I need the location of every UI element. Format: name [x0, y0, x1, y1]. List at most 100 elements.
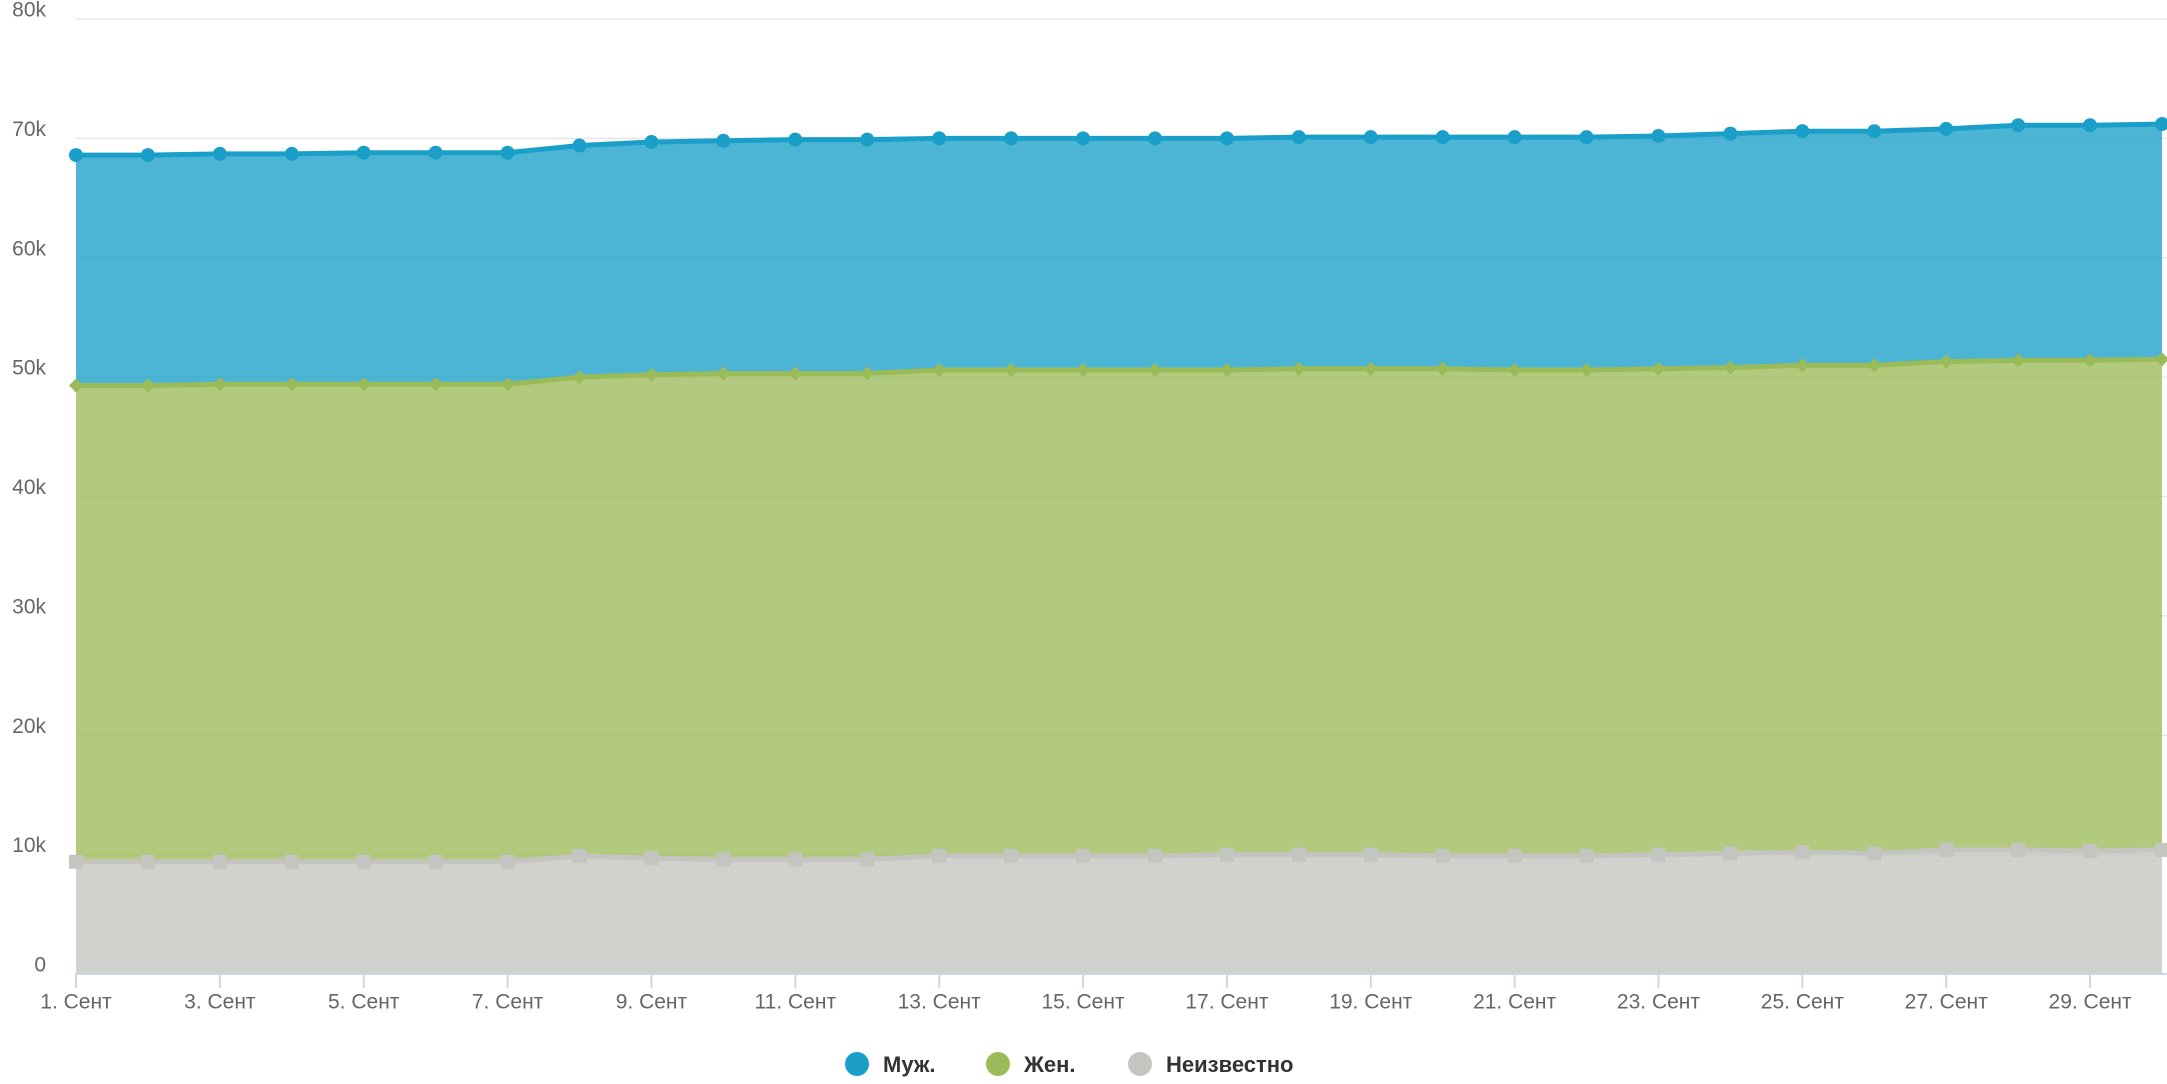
marker [1219, 847, 1234, 862]
marker [284, 854, 299, 869]
x-tick-label: 27. Сент [1905, 991, 1988, 1014]
x-tick-label: 13. Сент [898, 991, 981, 1014]
marker [1507, 362, 1522, 377]
marker [356, 145, 371, 160]
area [76, 849, 2162, 974]
y-tick-label: 70k [12, 118, 46, 141]
y-tick-label: 80k [12, 0, 46, 22]
marker [1723, 360, 1738, 375]
marker [1363, 361, 1378, 376]
marker [1076, 131, 1091, 146]
marker [1219, 131, 1234, 146]
marker [644, 134, 659, 149]
marker [428, 377, 443, 392]
y-tick-label: 0 [34, 954, 46, 977]
x-tick-label: 23. Сент [1617, 991, 1700, 1014]
y-tick-label: 30k [12, 595, 46, 618]
marker [1579, 130, 1594, 145]
y-tick-label: 60k [12, 237, 46, 260]
marker [1867, 358, 1882, 373]
marker [1004, 131, 1019, 146]
legend-label[interactable]: Муж. [883, 1052, 936, 1077]
marker [1147, 131, 1162, 146]
x-tick-label: 29. Сент [2049, 991, 2132, 1014]
marker [1291, 847, 1306, 862]
marker [140, 378, 155, 393]
marker [572, 138, 587, 153]
marker [1435, 361, 1450, 376]
marker [1939, 121, 1954, 136]
marker [2011, 842, 2026, 857]
marker [1004, 848, 1019, 863]
marker [572, 848, 587, 863]
x-tick-label: 19. Сент [1329, 991, 1412, 1014]
y-tick-label: 40k [12, 476, 46, 499]
marker [860, 366, 875, 381]
marker [500, 377, 515, 392]
marker [500, 854, 515, 869]
marker [1435, 848, 1450, 863]
marker [428, 854, 443, 869]
marker [284, 377, 299, 392]
marker [2011, 118, 2026, 133]
marker [788, 366, 803, 381]
marker [788, 132, 803, 147]
marker [500, 145, 515, 160]
x-tick-label: 7. Сент [472, 991, 544, 1014]
legend-symbol[interactable] [845, 1052, 869, 1076]
legend-symbol[interactable] [986, 1052, 1010, 1076]
y-tick-label: 10k [12, 834, 46, 857]
marker [1291, 361, 1306, 376]
x-tick-label: 3. Сент [184, 991, 256, 1014]
marker [1291, 130, 1306, 145]
marker [860, 132, 875, 147]
series-line [76, 356, 2163, 388]
legend-label[interactable]: Жен. [1023, 1052, 1076, 1077]
marker [1651, 361, 1666, 376]
marker [644, 367, 659, 382]
marker [212, 377, 227, 392]
marker [1363, 130, 1378, 145]
marker [284, 146, 299, 161]
x-tick-label: 11. Сент [755, 991, 837, 1014]
marker [212, 854, 227, 869]
x-tick-label: 1. Сент [40, 991, 112, 1014]
marker [1507, 130, 1522, 145]
marker [1795, 358, 1810, 373]
marker [2011, 353, 2026, 368]
marker [1507, 848, 1522, 863]
marker [69, 854, 83, 869]
legend-label[interactable]: Неизвестно [1166, 1052, 1294, 1077]
marker [1363, 847, 1378, 862]
marker [932, 362, 947, 377]
marker [932, 848, 947, 863]
marker [1651, 847, 1666, 862]
legend-symbol[interactable] [1128, 1052, 1152, 1076]
marker [140, 148, 155, 163]
marker [1147, 848, 1162, 863]
marker [1651, 128, 1666, 143]
marker [1867, 846, 1882, 861]
marker [1939, 354, 1954, 369]
x-tick-label: 15. Сент [1041, 991, 1124, 1014]
marker [1867, 124, 1882, 139]
marker [1579, 362, 1594, 377]
area [76, 359, 2162, 862]
x-tick-label: 21. Сент [1473, 991, 1556, 1014]
marker [1435, 130, 1450, 145]
marker [716, 133, 731, 148]
marker [788, 852, 803, 867]
marker [1723, 846, 1738, 861]
marker [572, 370, 587, 385]
marker [2083, 844, 2098, 859]
area [76, 124, 2162, 386]
marker [1939, 842, 1954, 857]
marker [2083, 353, 2098, 368]
marker [1579, 848, 1594, 863]
marker [1004, 362, 1019, 377]
series-line [76, 847, 2163, 865]
marker [1147, 362, 1162, 377]
marker [1723, 126, 1738, 141]
marker [860, 852, 875, 867]
